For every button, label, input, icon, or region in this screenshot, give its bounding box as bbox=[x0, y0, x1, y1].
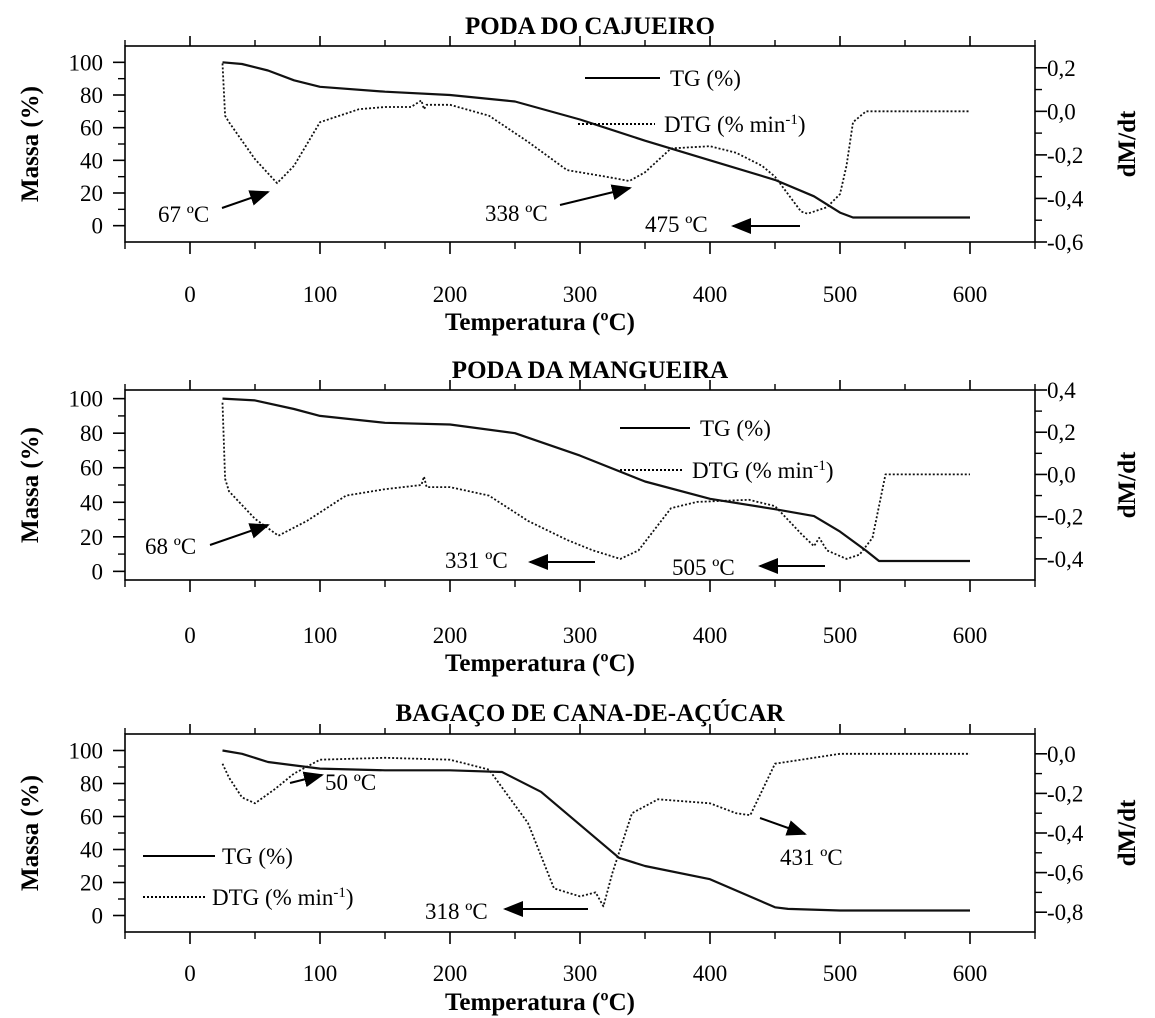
y-tick-label: 0 bbox=[92, 214, 104, 239]
x-tick-label: 400 bbox=[693, 282, 728, 307]
x-tick-label: 200 bbox=[433, 623, 468, 648]
y2-tick-label: -0,2 bbox=[1047, 781, 1083, 806]
x-tick-label: 400 bbox=[693, 623, 728, 648]
y2-tick-label: 0,0 bbox=[1047, 462, 1076, 487]
y2-tick-label: -0,4 bbox=[1047, 547, 1084, 572]
x-tick-label: 200 bbox=[433, 282, 468, 307]
y2-tick-label: -0,4 bbox=[1047, 186, 1084, 211]
y-tick-label: 80 bbox=[80, 83, 103, 108]
x-tick-label: 500 bbox=[823, 282, 858, 307]
annotation-arrow bbox=[209, 523, 270, 546]
y-tick-label: 20 bbox=[80, 871, 103, 896]
peak-annotation: 68 ºC bbox=[145, 534, 196, 559]
y-axis-label: Massa (%) bbox=[17, 86, 44, 202]
y-tick-label: 20 bbox=[80, 525, 103, 550]
peak-annotation: 50 ºC bbox=[325, 770, 376, 795]
y2-tick-label: -0,6 bbox=[1047, 230, 1083, 255]
tg-series-line bbox=[222, 61, 970, 219]
y-tick-label: 0 bbox=[92, 559, 104, 584]
y2-axis-label: dM/dt bbox=[1114, 451, 1141, 518]
y2-tick-label: 0,2 bbox=[1047, 56, 1076, 81]
x-axis-label: Temperatura (ºC) bbox=[445, 650, 635, 677]
annotation-arrow bbox=[221, 190, 270, 209]
legend-label: DTG (% min-1) bbox=[212, 885, 354, 910]
dtg-series-line bbox=[221, 402, 970, 560]
y-tick-label: 40 bbox=[80, 490, 103, 515]
peak-annotation: 338 ºC bbox=[485, 201, 548, 226]
x-tick-label: 300 bbox=[563, 961, 598, 986]
tg-series-line bbox=[222, 397, 970, 563]
x-tick-label: 100 bbox=[303, 282, 338, 307]
x-tick-label: 0 bbox=[184, 623, 196, 648]
y-tick-label: 100 bbox=[69, 739, 104, 764]
plot-frame bbox=[124, 389, 1036, 581]
y-tick-label: 100 bbox=[69, 387, 104, 412]
panel-2: PODA DA MANGUEIRA 0 100 200 300 400 500 600 0 20 4… bbox=[17, 357, 1141, 677]
y-tick-label: 40 bbox=[80, 838, 103, 863]
y2-tick-label: 0,0 bbox=[1047, 99, 1076, 124]
dtg-series-line bbox=[221, 63, 970, 215]
peak-annotation: 505 ºC bbox=[672, 555, 735, 580]
annotation-arrow bbox=[289, 771, 324, 788]
x-tick-label: 200 bbox=[433, 961, 468, 986]
y-tick-label: 60 bbox=[80, 805, 103, 830]
x-tick-label: 300 bbox=[563, 623, 598, 648]
peak-annotation: 475 ºC bbox=[645, 212, 708, 237]
tg-series-line bbox=[222, 749, 970, 912]
x-tick-label: 500 bbox=[823, 623, 858, 648]
x-tick-label: 600 bbox=[953, 961, 988, 986]
y2-axis-label: dM/dt bbox=[1114, 110, 1141, 177]
annotation-arrow bbox=[759, 817, 807, 836]
chart-title: BAGAÇO DE CANA-DE-AÇÚCAR bbox=[396, 699, 786, 727]
y-tick-label: 80 bbox=[80, 772, 103, 797]
x-tick-label: 500 bbox=[823, 961, 858, 986]
y2-tick-label: 0,2 bbox=[1047, 420, 1076, 445]
x-axis-label: Temperatura (ºC) bbox=[445, 989, 635, 1016]
x-tick-label: 100 bbox=[303, 961, 338, 986]
x-tick-label: 600 bbox=[953, 282, 988, 307]
x-tick-label: 0 bbox=[184, 282, 196, 307]
y-tick-label: 20 bbox=[80, 181, 103, 206]
chart-title: PODA DA MANGUEIRA bbox=[452, 357, 728, 384]
panel-1: PODA DO CAJUEIRO 0 100 200 300 400 500 600 0 20 40… bbox=[17, 13, 1141, 336]
peak-annotation: 67 ºC bbox=[158, 202, 209, 227]
legend-label: TG (%) bbox=[670, 66, 741, 91]
y2-tick-label: -0,6 bbox=[1047, 861, 1083, 886]
y2-axis-label: dM/dt bbox=[1114, 799, 1141, 866]
y-tick-label: 0 bbox=[92, 904, 104, 929]
y2-tick-label: -0,4 bbox=[1047, 821, 1084, 846]
y-tick-label: 80 bbox=[80, 421, 103, 446]
x-tick-label: 300 bbox=[563, 282, 598, 307]
dtg-series-line bbox=[221, 752, 970, 908]
peak-annotation: 431 ºC bbox=[780, 845, 843, 870]
x-tick-label: 0 bbox=[184, 961, 196, 986]
y-tick-label: 60 bbox=[80, 116, 103, 141]
y2-tick-label: -0,8 bbox=[1047, 900, 1083, 925]
y2-tick-label: 0,0 bbox=[1047, 742, 1076, 767]
y2-tick-label: -0,2 bbox=[1047, 143, 1083, 168]
y-tick-label: 60 bbox=[80, 456, 103, 481]
legend-label: TG (%) bbox=[700, 416, 771, 441]
peak-annotation: 331 ºC bbox=[445, 548, 508, 573]
legend-label: DTG (% min-1) bbox=[664, 112, 806, 137]
y2-tick-label: 0,4 bbox=[1047, 378, 1076, 403]
y-axis-label: Massa (%) bbox=[17, 427, 44, 543]
annotation-arrow bbox=[559, 184, 632, 206]
x-axis-label: Temperatura (ºC) bbox=[445, 309, 635, 336]
legend-label: DTG (% min-1) bbox=[692, 458, 834, 483]
legend-label: TG (%) bbox=[222, 844, 293, 869]
plot-frame bbox=[124, 45, 1036, 243]
chart-title: PODA DO CAJUEIRO bbox=[465, 13, 715, 40]
y-tick-label: 40 bbox=[80, 148, 103, 173]
y2-tick-label: -0,2 bbox=[1047, 505, 1083, 530]
y-tick-label: 100 bbox=[69, 50, 104, 75]
x-tick-label: 400 bbox=[693, 961, 728, 986]
x-tick-label: 600 bbox=[953, 623, 988, 648]
x-tick-label: 100 bbox=[303, 623, 338, 648]
y-axis-label: Massa (%) bbox=[17, 775, 44, 891]
peak-annotation: 318 ºC bbox=[425, 899, 488, 924]
